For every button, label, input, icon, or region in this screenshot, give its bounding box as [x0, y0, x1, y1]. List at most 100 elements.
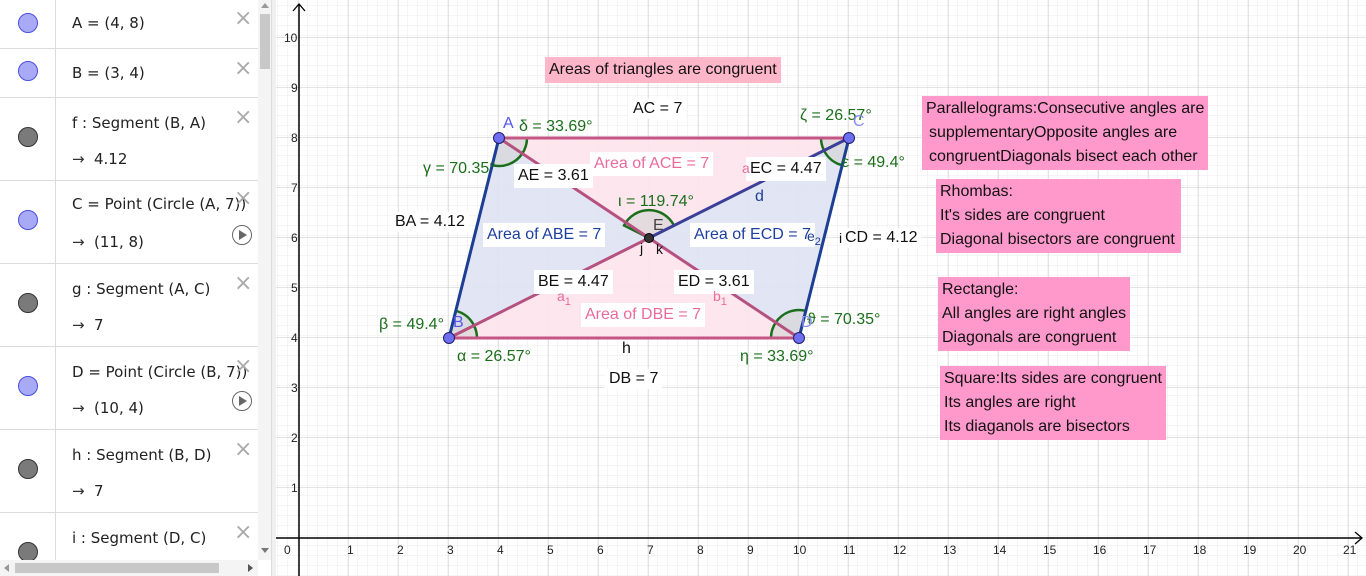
x-tick: 15: [1043, 543, 1057, 557]
visibility-toggle-icon[interactable]: [18, 61, 38, 81]
scroll-left-icon[interactable]: [4, 564, 9, 572]
algebra-row-f[interactable]: f : Segment (B, A) → 4.12 ×: [0, 98, 258, 181]
label-BA[interactable]: BA = 4.12: [391, 212, 469, 232]
label-CD[interactable]: CD = 4.12: [841, 228, 922, 248]
definition[interactable]: g : Segment (A, C): [72, 280, 211, 298]
visibility-toggle-icon[interactable]: [18, 542, 38, 560]
definition[interactable]: h : Segment (B, D): [72, 446, 212, 464]
algebra-vertical-scrollbar[interactable]: [258, 0, 271, 560]
panel-divider[interactable]: [272, 0, 276, 576]
y-tick: 3: [291, 381, 298, 395]
algebra-row-A[interactable]: A = (4, 8) ×: [0, 0, 258, 49]
label-EC[interactable]: EC = 4.47: [746, 157, 826, 181]
definition[interactable]: B = (3, 4): [72, 64, 145, 82]
label-area-ECD[interactable]: Area of ECD = 7: [690, 223, 815, 247]
label-angle-theta[interactable]: ϑ = 70.35°: [807, 311, 881, 328]
value-text: 7: [94, 316, 104, 334]
definition[interactable]: D = Point (Circle (B, 7)): [72, 363, 248, 381]
label-AE[interactable]: AE = 3.61: [514, 164, 593, 188]
delete-icon[interactable]: ×: [234, 520, 253, 545]
algebra-row-h[interactable]: h : Segment (B, D) → 7 ×: [0, 430, 258, 513]
parallelograms-note[interactable]: Parallelograms:Consecutive angles are su…: [922, 96, 1209, 170]
algebra-row-B[interactable]: B = (3, 4) ×: [0, 49, 258, 98]
note-line: All angles are right angles: [942, 305, 1127, 322]
label-AC[interactable]: AC = 7: [629, 99, 687, 119]
delete-icon[interactable]: ×: [234, 186, 253, 211]
visibility-toggle-icon[interactable]: [18, 376, 38, 396]
delete-icon[interactable]: ×: [234, 271, 253, 296]
label-angle-beta[interactable]: β = 49.4°: [379, 316, 444, 333]
label-area-DBE[interactable]: Area of DBE = 7: [581, 303, 706, 327]
algebra-view: A = (4, 8) × B = (3, 4) × f : Segment (B…: [0, 0, 272, 576]
point-C[interactable]: [843, 132, 855, 144]
scroll-thumb[interactable]: [15, 563, 219, 573]
label-BE[interactable]: BE = 4.47: [534, 270, 613, 294]
scroll-up-icon[interactable]: [261, 3, 269, 8]
label-segment-a: a: [742, 160, 750, 176]
segment-f[interactable]: [447, 137, 501, 339]
note-line: Rectangle:: [942, 281, 1019, 298]
label-point-B[interactable]: B: [453, 314, 464, 331]
label-area-ABE[interactable]: Area of ABE = 7: [483, 223, 606, 247]
label-ED[interactable]: ED = 3.61: [674, 270, 754, 294]
visibility-toggle-icon[interactable]: [18, 210, 38, 230]
x-tick: 14: [993, 543, 1007, 557]
label-angle-iota[interactable]: ι = 119.74°: [618, 193, 694, 210]
algebra-horizontal-scrollbar[interactable]: [0, 560, 258, 576]
y-tick: 6: [291, 231, 298, 245]
graphics-canvas[interactable]: [276, 0, 1366, 576]
point-B[interactable]: [443, 332, 455, 344]
label-point-C[interactable]: C: [853, 113, 865, 130]
scroll-down-icon[interactable]: [261, 548, 269, 553]
graphics-view[interactable]: 0 1 2 3 4 5 6 7 8 9 10 11 12 13 14 15 16…: [276, 0, 1366, 576]
label-angle-eta[interactable]: η = 33.69°: [740, 348, 814, 365]
visibility-toggle-icon[interactable]: [18, 459, 38, 479]
visibility-cell: [0, 98, 56, 180]
definition[interactable]: f : Segment (B, A): [72, 114, 206, 132]
label-point-D[interactable]: D: [801, 314, 813, 331]
algebra-row-i[interactable]: i : Segment (D, C) ×: [0, 513, 258, 560]
point-D[interactable]: [793, 332, 805, 344]
label-point-E[interactable]: E: [653, 217, 664, 234]
delete-icon[interactable]: ×: [234, 354, 253, 379]
rectangle-note[interactable]: Rectangle: All angles are right angles D…: [938, 277, 1131, 351]
areas-congruent-note[interactable]: Areas of triangles are congruent: [545, 57, 781, 83]
label-DB[interactable]: DB = 7: [605, 369, 663, 389]
scroll-right-icon[interactable]: [248, 564, 253, 572]
algebra-row-D[interactable]: D = Point (Circle (B, 7)) → (10, 4) ×: [0, 347, 258, 430]
definition[interactable]: i : Segment (D, C): [72, 529, 207, 547]
delete-icon[interactable]: ×: [234, 437, 253, 462]
delete-icon[interactable]: ×: [234, 6, 253, 31]
triangle-DBE[interactable]: [449, 238, 799, 338]
play-animation-icon[interactable]: [232, 391, 252, 411]
point-A[interactable]: [493, 132, 505, 144]
label-angle-delta[interactable]: δ = 33.69°: [519, 118, 593, 135]
algebra-row-g[interactable]: g : Segment (A, C) → 7 ×: [0, 264, 258, 347]
label-point-A[interactable]: A: [503, 115, 514, 132]
definition[interactable]: C = Point (Circle (A, 7)): [72, 195, 247, 213]
segment-i[interactable]: [797, 137, 851, 339]
label-subscript: 1: [564, 295, 571, 308]
y-tick: 5: [291, 281, 298, 295]
visibility-cell: [0, 430, 56, 512]
label-angle-zeta[interactable]: ζ = 26.57°: [800, 107, 872, 124]
delete-icon[interactable]: ×: [234, 105, 253, 130]
segment-EC[interactable]: [648, 136, 850, 240]
x-tick: 1: [347, 543, 354, 557]
algebra-row-C[interactable]: C = Point (Circle (A, 7)) → (11, 8) ×: [0, 181, 258, 264]
x-tick: 21: [1343, 543, 1357, 557]
delete-icon[interactable]: ×: [234, 56, 253, 81]
visibility-toggle-icon[interactable]: [18, 127, 38, 147]
visibility-toggle-icon[interactable]: [18, 13, 38, 33]
rhombus-note[interactable]: Rhombas: It's sides are congruent Diagon…: [936, 179, 1181, 253]
label-angle-epsilon[interactable]: ε = 49.4°: [842, 154, 905, 171]
play-animation-icon[interactable]: [232, 225, 252, 245]
label-area-ACE[interactable]: Area of ACE = 7: [590, 152, 714, 176]
point-E[interactable]: [644, 233, 654, 243]
square-note[interactable]: Square:Its sides are congruent Its angle…: [940, 366, 1166, 440]
label-angle-alpha[interactable]: α = 26.57°: [457, 348, 531, 365]
label-angle-gamma[interactable]: γ = 70.35°: [423, 160, 496, 177]
visibility-toggle-icon[interactable]: [18, 293, 38, 313]
definition[interactable]: A = (4, 8): [72, 14, 145, 32]
scroll-thumb[interactable]: [260, 14, 270, 69]
